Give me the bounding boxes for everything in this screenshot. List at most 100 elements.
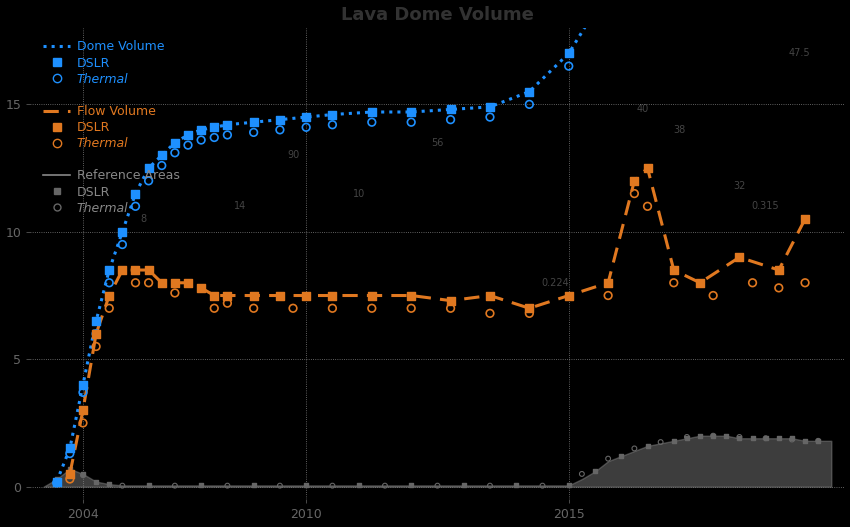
Point [326, 304, 339, 313]
Point [641, 164, 654, 172]
Point [615, 452, 628, 460]
Point [181, 131, 195, 139]
Point [142, 266, 156, 274]
Point [142, 481, 156, 490]
Point [365, 108, 378, 116]
Point [50, 476, 64, 484]
Point [168, 482, 182, 490]
Point [654, 438, 667, 446]
Point [103, 304, 116, 313]
Point [733, 434, 746, 443]
Point [116, 228, 129, 236]
Point [168, 289, 182, 297]
Point [299, 291, 313, 300]
Point [116, 266, 129, 274]
Point [142, 164, 156, 172]
Point [89, 329, 103, 338]
Point [444, 115, 457, 124]
Point [601, 454, 615, 463]
Point [207, 291, 221, 300]
Point [195, 481, 208, 490]
Point [128, 266, 142, 274]
Point [601, 279, 615, 287]
Point [378, 482, 392, 490]
Point [246, 128, 260, 136]
Point [221, 299, 235, 307]
Point [63, 475, 76, 483]
Point [103, 279, 116, 287]
Point [273, 115, 286, 124]
Point [76, 406, 90, 414]
Point [207, 123, 221, 132]
Point [246, 291, 260, 300]
Legend: Dome Volume, DSLR, Thermal, , Flow Volume, DSLR, Thermal, , Reference Areas, DSL: Dome Volume, DSLR, Thermal, , Flow Volum… [36, 33, 187, 222]
Point [273, 291, 286, 300]
Point [246, 118, 260, 126]
Point [483, 482, 496, 490]
Point [667, 436, 681, 445]
Point [286, 304, 300, 313]
Point [128, 279, 142, 287]
Point [562, 49, 575, 57]
Point [444, 105, 457, 114]
Point [103, 291, 116, 300]
Point [142, 279, 156, 287]
Point [523, 309, 536, 318]
Point [195, 284, 208, 292]
Point [63, 465, 76, 473]
Point [221, 121, 235, 129]
Point [798, 279, 812, 287]
Point [680, 434, 694, 443]
Point [431, 482, 445, 490]
Point [405, 481, 418, 490]
Point [575, 470, 589, 478]
Point [63, 444, 76, 453]
Point [365, 304, 378, 313]
Point [181, 279, 195, 287]
Point [523, 87, 536, 96]
Point [181, 141, 195, 149]
Point [523, 304, 536, 313]
Text: 56: 56 [431, 138, 444, 148]
Point [50, 477, 64, 486]
Point [562, 62, 575, 70]
Point [627, 189, 641, 198]
Point [365, 291, 378, 300]
Point [601, 0, 615, 7]
Point [207, 304, 221, 313]
Point [457, 481, 471, 490]
Point [641, 442, 654, 450]
Point [627, 444, 641, 453]
Point [641, 202, 654, 210]
Point [536, 482, 549, 490]
Point [63, 450, 76, 458]
Point [76, 380, 90, 389]
Point [142, 177, 156, 185]
Point [812, 436, 825, 445]
Point [89, 477, 103, 486]
Text: 47.5: 47.5 [789, 48, 811, 58]
Point [733, 253, 746, 261]
Point [483, 103, 496, 111]
Text: 14: 14 [235, 201, 246, 211]
Point [562, 291, 575, 300]
Point [299, 481, 313, 490]
Point [706, 432, 720, 440]
Point [812, 436, 825, 445]
Point [246, 481, 260, 490]
Point [76, 471, 90, 480]
Text: 10: 10 [353, 189, 365, 199]
Text: 0.224: 0.224 [541, 278, 570, 288]
Point [798, 215, 812, 223]
Point [523, 100, 536, 109]
Point [483, 113, 496, 121]
Point [785, 434, 799, 443]
Text: 38: 38 [673, 125, 685, 135]
Point [444, 304, 457, 313]
Point [326, 110, 339, 119]
Point [50, 479, 64, 487]
Point [694, 432, 707, 440]
Point [405, 291, 418, 300]
Point [667, 279, 681, 287]
Point [168, 149, 182, 157]
